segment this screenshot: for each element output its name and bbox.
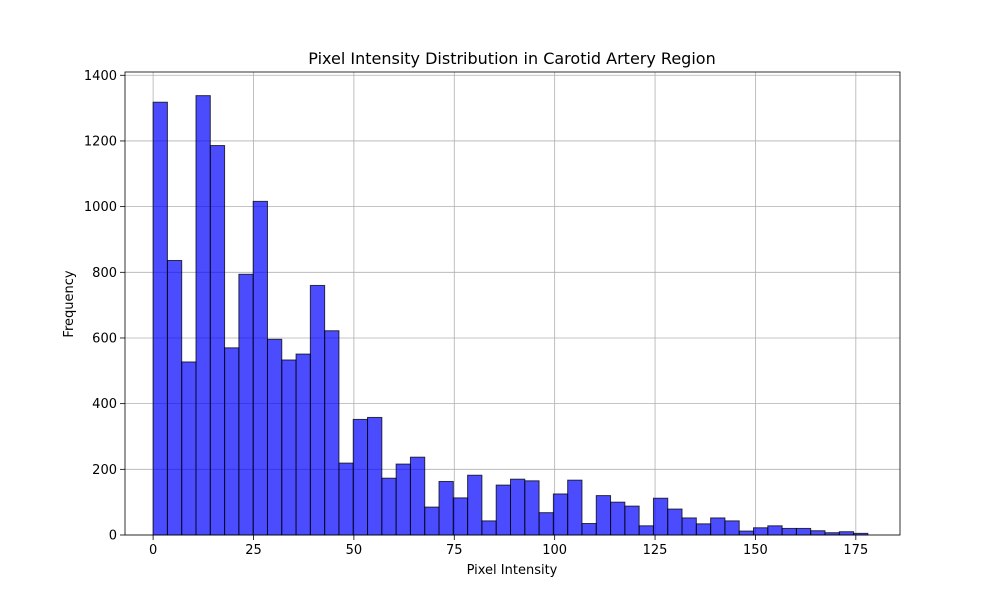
x-tick-label: 25 [245,543,262,558]
histogram-bar [309,284,326,536]
y-tick-label: 400 [92,397,117,412]
histogram-bar [538,512,554,536]
histogram-bar [595,495,612,536]
x-tick-label: 75 [446,543,463,558]
histogram-bar [795,527,812,536]
histogram-bar [224,347,240,536]
y-tick-label: 200 [92,463,117,478]
histogram-bar [195,95,211,536]
histogram-bar [652,497,669,536]
histogram-bar [281,359,297,536]
histogram-bar [467,474,483,536]
histogram-bar [295,353,311,536]
histogram-bar [495,484,511,536]
histogram-bar [352,418,369,536]
histogram-bar [695,523,712,536]
histogram-bar [152,101,168,536]
histogram-bar [409,456,426,536]
histogram-bar [395,463,411,536]
histogram-bar [381,477,397,536]
y-tick-label: 1200 [84,134,117,149]
histogram-bar [367,416,383,536]
histogram-bar [438,480,454,536]
histogram-bar [452,497,469,536]
x-tick-label: 175 [843,543,868,558]
x-tick-label: 150 [743,543,768,558]
histogram-bar [838,531,855,536]
bars [152,95,869,536]
x-tick-label: 50 [346,543,363,558]
histogram-bar [181,361,197,536]
x-axis-label: Pixel Intensity [467,563,558,578]
chart-title: Pixel Intensity Distribution in Carotid … [308,49,715,68]
histogram-bar [338,462,354,536]
x-tick-label: 0 [149,543,157,558]
histogram-bar [781,527,797,536]
histogram-bar [610,501,626,536]
y-axis-label: Frequency [62,270,77,337]
histogram-bar [238,273,254,536]
histogram-bar [266,338,283,536]
y-tick-label: 1000 [84,200,117,215]
plot-frame [124,71,901,536]
histogram-bar [681,517,697,536]
ticks: 0 25 50 75 100 125 150 175 0 200 400 600 800 1000 1200… [84,69,868,558]
histogram-bar [567,479,583,536]
histogram-bar [710,517,726,536]
histogram-bar [509,478,526,536]
histogram-bar [424,506,440,536]
histogram-bar [753,527,769,536]
histogram-bar [581,523,597,536]
histogram-bar [724,520,740,536]
histogram-bar [252,200,268,536]
histogram-bar [738,530,755,536]
histogram-bar [638,525,654,536]
histogram-bar [624,505,640,536]
histogram-bar [667,508,683,536]
histogram-bar [209,145,226,536]
x-tick-label: 125 [643,543,668,558]
y-tick-label: 600 [92,331,117,346]
histogram-bar [324,330,340,536]
y-tick-label: 0 [109,529,117,544]
histogram-bar [810,530,826,536]
histogram-bar [524,480,540,536]
histogram-bar [166,259,183,536]
y-tick-label: 1400 [84,69,117,84]
histogram-bar [481,520,497,536]
histogram-bar [552,493,569,536]
x-tick-label: 100 [542,543,567,558]
y-tick-label: 800 [92,266,117,281]
histogram-bar [767,525,783,536]
axes [124,71,901,536]
